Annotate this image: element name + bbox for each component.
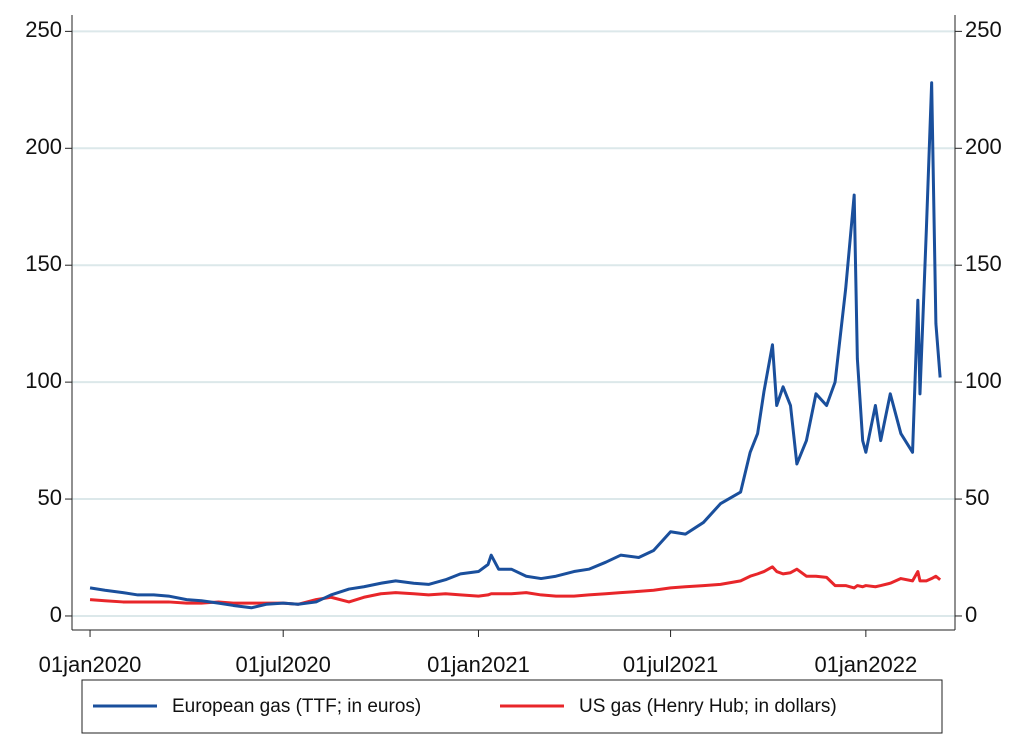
- y2-tick-label: 0: [965, 602, 977, 627]
- y-tick-label: 150: [25, 251, 62, 276]
- legend-box: [81, 679, 943, 734]
- y2-tick-label: 50: [965, 485, 989, 510]
- x-tick-label: 01jan2020: [39, 652, 142, 677]
- y2-tick-label: 150: [965, 251, 1002, 276]
- x-tick-label: 01jul2021: [623, 652, 718, 677]
- y-tick-label: 50: [38, 485, 62, 510]
- x-tick-label: 01jan2022: [814, 652, 917, 677]
- series-line: [89, 81, 942, 610]
- y2-tick-label: 100: [965, 368, 1002, 393]
- y-tick-label: 100: [25, 368, 62, 393]
- y2-tick-label: 200: [965, 134, 1002, 159]
- y-tick-label: 0: [50, 602, 62, 627]
- legend-label: European gas (TTF; in euros): [172, 696, 421, 717]
- x-tick-label: 01jan2021: [427, 652, 530, 677]
- x-tick-label: 01jul2020: [235, 652, 330, 677]
- legend-label: US gas (Henry Hub; in dollars): [579, 696, 837, 717]
- y2-tick-label: 250: [965, 17, 1002, 42]
- y-tick-label: 250: [25, 17, 62, 42]
- y-tick-label: 200: [25, 134, 62, 159]
